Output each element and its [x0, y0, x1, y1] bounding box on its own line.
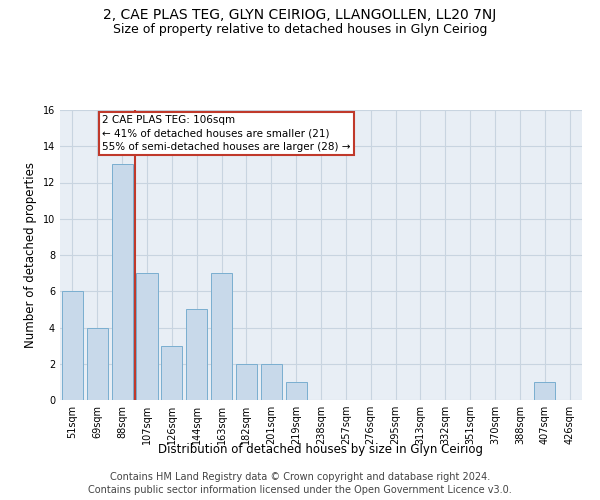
Bar: [211, 273, 232, 400]
Bar: [161, 346, 182, 400]
Bar: [286, 382, 307, 400]
Bar: [261, 364, 282, 400]
Bar: [236, 364, 257, 400]
Bar: [112, 164, 133, 400]
Text: 2 CAE PLAS TEG: 106sqm
← 41% of detached houses are smaller (21)
55% of semi-det: 2 CAE PLAS TEG: 106sqm ← 41% of detached…: [102, 116, 351, 152]
Bar: [87, 328, 108, 400]
Bar: [186, 310, 207, 400]
Y-axis label: Number of detached properties: Number of detached properties: [24, 162, 37, 348]
Text: Contains HM Land Registry data © Crown copyright and database right 2024.: Contains HM Land Registry data © Crown c…: [110, 472, 490, 482]
Bar: [136, 273, 158, 400]
Text: Size of property relative to detached houses in Glyn Ceiriog: Size of property relative to detached ho…: [113, 22, 487, 36]
Bar: [534, 382, 555, 400]
Text: Distribution of detached houses by size in Glyn Ceiriog: Distribution of detached houses by size …: [158, 442, 484, 456]
Text: Contains public sector information licensed under the Open Government Licence v3: Contains public sector information licen…: [88, 485, 512, 495]
Bar: [62, 291, 83, 400]
Text: 2, CAE PLAS TEG, GLYN CEIRIOG, LLANGOLLEN, LL20 7NJ: 2, CAE PLAS TEG, GLYN CEIRIOG, LLANGOLLE…: [103, 8, 497, 22]
